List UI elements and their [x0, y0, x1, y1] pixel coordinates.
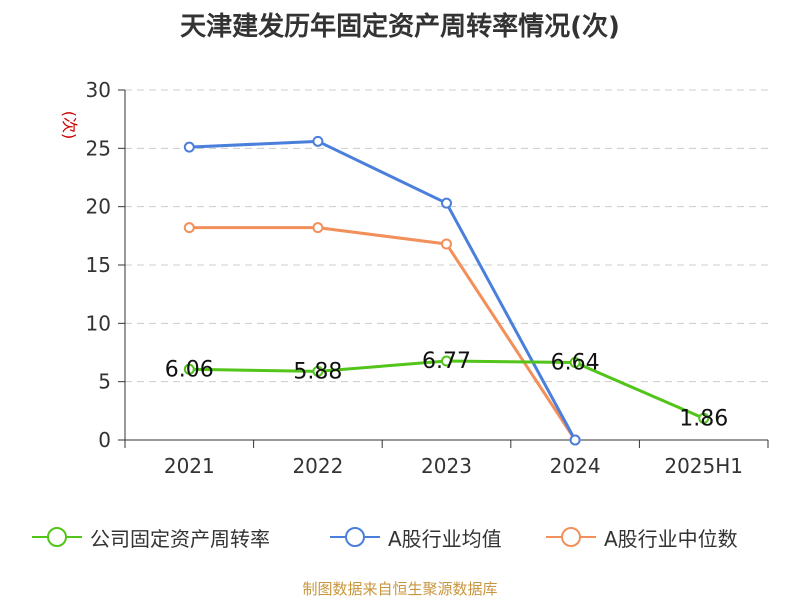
data-label: 1.86: [679, 406, 728, 431]
y-tick-label: 15: [86, 253, 111, 277]
data-point: [312, 365, 324, 377]
series-line: [189, 139, 577, 441]
data-point: [698, 412, 710, 424]
y-tick-label: 5: [98, 370, 111, 394]
x-tick-label: 2025H1: [664, 454, 743, 478]
data-point: [441, 355, 452, 367]
chart-title: 天津建发历年固定资产周转率情况(次): [180, 12, 620, 42]
data-point: [312, 135, 324, 147]
legend-marker-icon: [330, 527, 380, 547]
legend: 公司固定资产周转率 A股行业均值 A股行业中位数: [0, 522, 800, 552]
y-tick-label: 30: [86, 78, 111, 102]
legend-label: A股行业均值: [388, 526, 502, 551]
x-tick-label: 2022: [292, 454, 343, 478]
data-point: [183, 363, 195, 375]
data-point: [569, 434, 581, 446]
series-line: [189, 226, 577, 441]
data-point: [183, 141, 195, 153]
data-point: [569, 357, 581, 369]
legend-marker-icon: [546, 527, 596, 547]
x-tick-label: 2024: [550, 454, 601, 478]
source-note: 制图数据来自恒生聚源数据库: [302, 580, 498, 598]
data-point: [183, 222, 195, 234]
data-label: 6.06: [165, 357, 214, 382]
y-tick-label: 10: [86, 311, 111, 335]
data-label: 6.64: [551, 351, 600, 376]
legend-label: 公司固定资产周转率: [90, 526, 270, 551]
legend-item-industry-mean[interactable]: A股行业均值: [330, 522, 502, 552]
data-point: [312, 222, 324, 234]
y-tick-label: 25: [86, 136, 111, 160]
data-point: [441, 238, 452, 250]
x-tick-label: 2021: [164, 454, 215, 478]
data-label: 6.77: [422, 349, 471, 374]
legend-marker-icon: [32, 527, 82, 547]
legend-label: A股行业中位数: [604, 526, 738, 551]
y-tick-label: 20: [86, 195, 111, 219]
legend-item-company[interactable]: 公司固定资产周转率: [32, 522, 270, 552]
data-label: 5.88: [293, 359, 342, 384]
x-tick-label: 2023: [421, 454, 472, 478]
legend-item-industry-median[interactable]: A股行业中位数: [546, 522, 738, 552]
y-axis-label: (次): [60, 111, 79, 140]
data-point: [441, 197, 452, 209]
y-tick-label: 0: [98, 428, 111, 452]
